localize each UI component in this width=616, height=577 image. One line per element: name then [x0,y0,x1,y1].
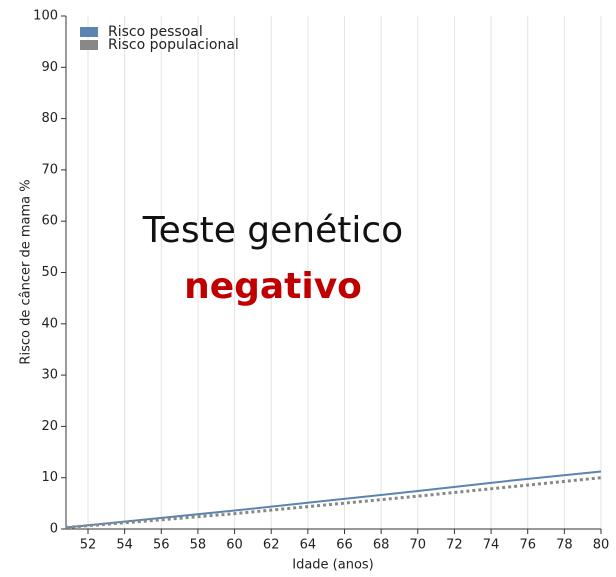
x-tick-label: 66 [336,538,353,553]
annotation: negativo [184,266,362,307]
y-tick-label: 80 [41,111,58,126]
legend-label: Risco populacional [108,37,239,53]
x-tick-label: 74 [483,538,500,553]
y-tick-label: 70 [41,162,58,177]
x-tick-label: 72 [446,538,463,553]
x-tick-label: 58 [190,538,207,553]
x-tick-label: 60 [226,538,243,553]
series-line [65,476,602,529]
x-tick-label: 62 [263,538,280,553]
x-tick-label: 78 [556,538,573,553]
y-tick-label: 40 [41,316,58,331]
legend-label: Risco pessoal [108,24,203,40]
y-tick-label: 60 [41,214,58,229]
y-tick-label: 0 [50,522,58,537]
y-tick-label: 20 [41,419,58,434]
x-tick-label: 54 [116,538,133,553]
x-tick-label: 56 [153,538,170,553]
x-tick-label: 68 [373,538,390,553]
series-line [65,470,602,529]
y-axis-label: Risco de câncer de mama % [19,179,34,364]
x-tick-label: 76 [519,538,536,553]
annotation: Teste genético [142,210,403,251]
y-tick-label: 10 [41,470,58,485]
x-tick-label: 64 [300,538,317,553]
legend-swatch [80,40,98,50]
x-tick-label: 70 [410,538,427,553]
y-tick-label: 50 [41,265,58,280]
y-tick-label: 30 [41,368,58,383]
y-tick-label: 90 [41,60,58,75]
y-tick-label: 100 [33,9,58,24]
x-tick-label: 52 [80,538,97,553]
x-tick-label: 80 [593,538,610,553]
x-axis-label: Idade (anos) [292,558,374,573]
legend-swatch [80,27,98,37]
